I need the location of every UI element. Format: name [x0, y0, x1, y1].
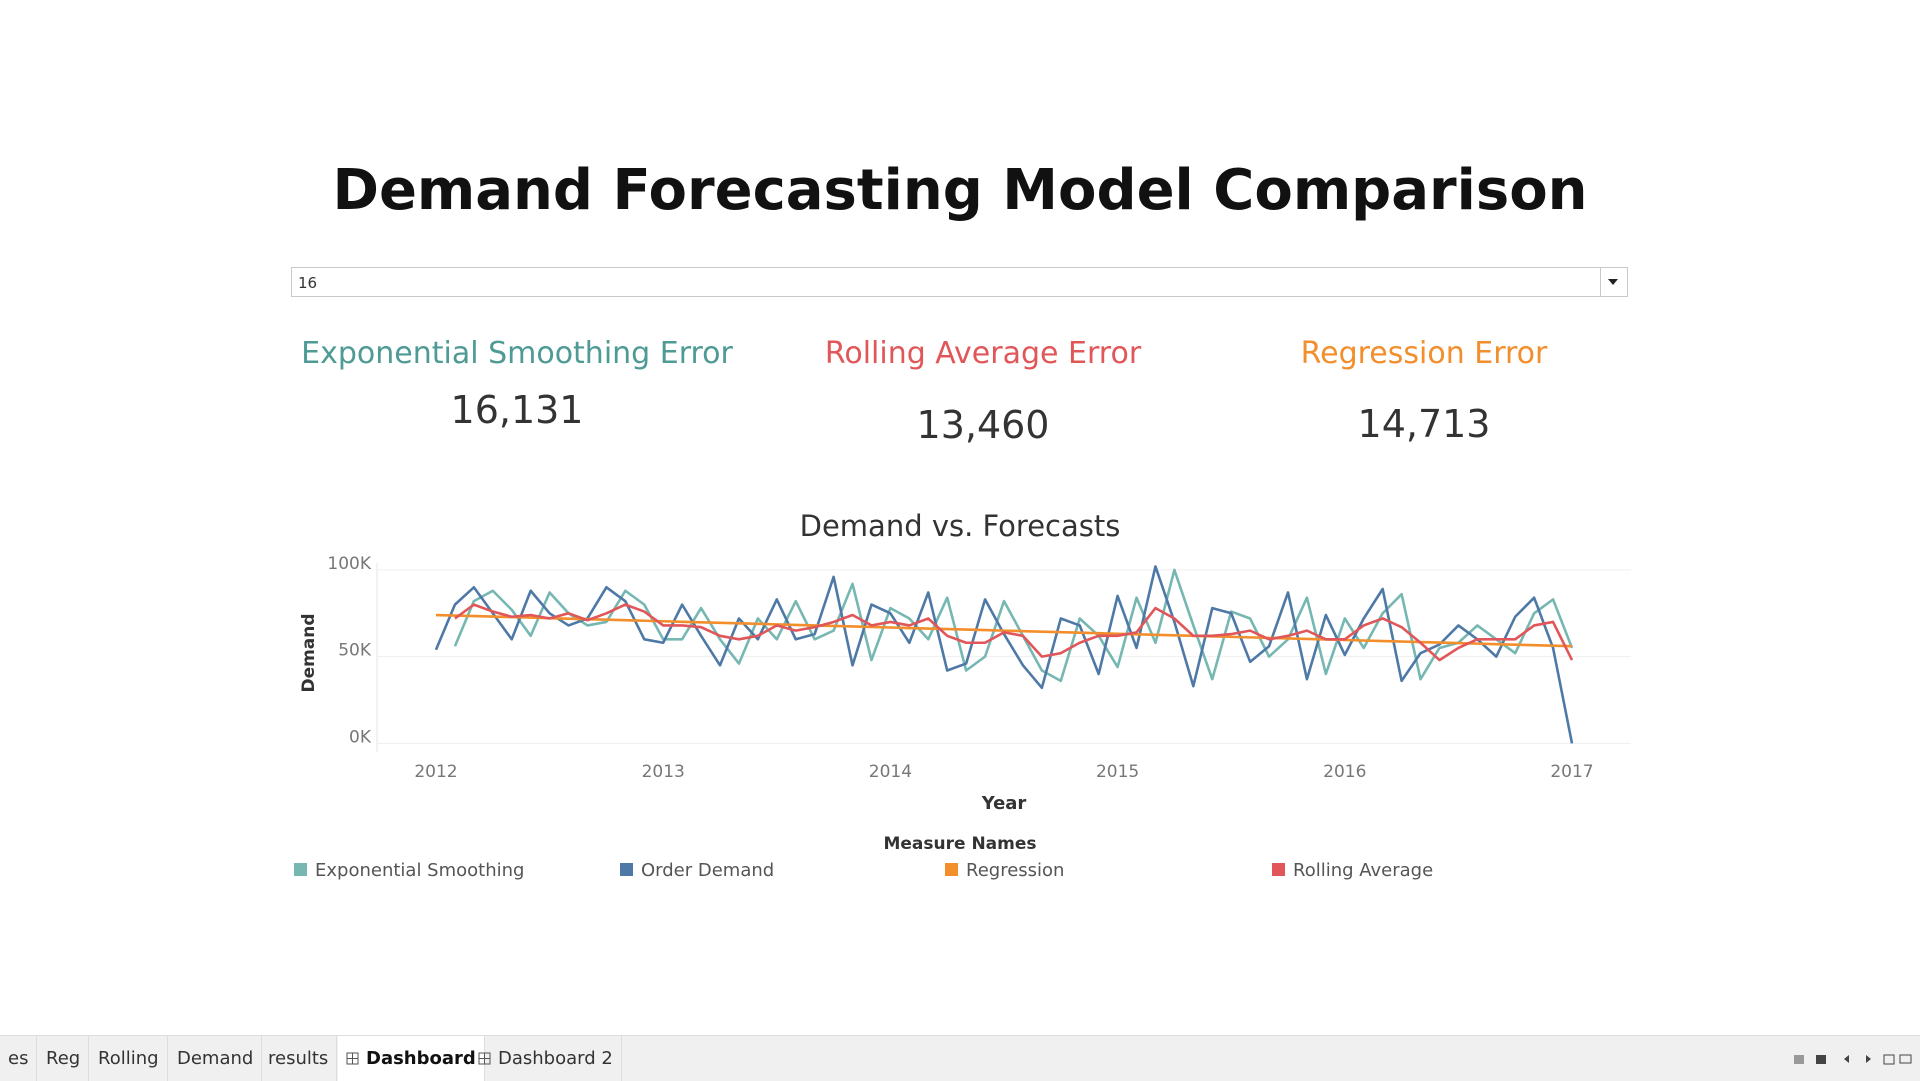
legend-swatch — [620, 863, 633, 876]
sheet-tab[interactable]: es — [0, 1036, 38, 1081]
legend-label: Order Demand — [641, 860, 774, 881]
dropdown-arrow[interactable] — [1608, 279, 1618, 285]
dropdown-separator — [1600, 268, 1601, 296]
legend-swatch — [945, 863, 958, 876]
series-line — [453, 568, 1574, 683]
x-axis-label: Year — [981, 793, 1027, 814]
y-tick-label: 50K — [338, 641, 372, 661]
x-tick-label: 2017 — [1550, 762, 1593, 782]
dashboard-title: Demand Forecasting Model Comparison — [332, 158, 1588, 223]
x-tick-label: 2015 — [1096, 762, 1139, 782]
chart: Demand vs. Forecasts Year Demand Measure… — [294, 509, 1631, 881]
sheet-tab[interactable]: Demand — [169, 1036, 263, 1081]
legend-swatch — [1272, 863, 1285, 876]
filter-dropdown[interactable]: 16 — [291, 267, 1628, 297]
legend-label: Regression — [966, 860, 1064, 881]
tab-bar: es Reg Rolling Demand results Dashboard … — [0, 1035, 1920, 1081]
legend-title: Measure Names — [883, 834, 1036, 854]
sheet-tab[interactable]: Reg — [38, 1036, 90, 1081]
series-line — [434, 565, 1574, 744]
x-tick-label: 2016 — [1323, 762, 1366, 782]
kpi-value: 13,460 — [916, 403, 1050, 447]
legend-swatch — [294, 863, 307, 876]
x-tick-label: 2013 — [642, 762, 685, 782]
dashboard-tab[interactable]: Dashboard 2 — [470, 1036, 622, 1081]
x-tick-label: 2012 — [414, 762, 457, 782]
dashboard-tab[interactable]: Dashboard — [338, 1036, 485, 1081]
series-line — [435, 613, 1573, 648]
y-tick-label: 0K — [349, 727, 372, 747]
kpi-title: Rolling Average Error — [824, 336, 1142, 371]
y-axis-label: Demand — [299, 613, 319, 692]
legend-label: Rolling Average — [1293, 860, 1433, 881]
y-tick-label: 100K — [327, 554, 371, 574]
kpi-title: Regression Error — [1300, 336, 1548, 371]
sheet-tab[interactable]: results — [260, 1036, 338, 1081]
kpi-value: 16,131 — [450, 388, 584, 432]
kpi-title: Exponential Smoothing Error — [301, 336, 733, 371]
legend-label: Exponential Smoothing — [315, 860, 524, 881]
series-line — [454, 603, 1574, 662]
dashboard-icon — [346, 1052, 359, 1065]
dashboard-icon — [478, 1052, 491, 1065]
kpi-value: 14,713 — [1357, 402, 1491, 446]
navigation-icons[interactable] — [1790, 1052, 1915, 1068]
sheet-tab[interactable]: Rolling — [90, 1036, 168, 1081]
x-tick-label: 2014 — [869, 762, 912, 782]
filter-value: 16 — [298, 274, 318, 292]
chart-title: Demand vs. Forecasts — [800, 509, 1121, 543]
